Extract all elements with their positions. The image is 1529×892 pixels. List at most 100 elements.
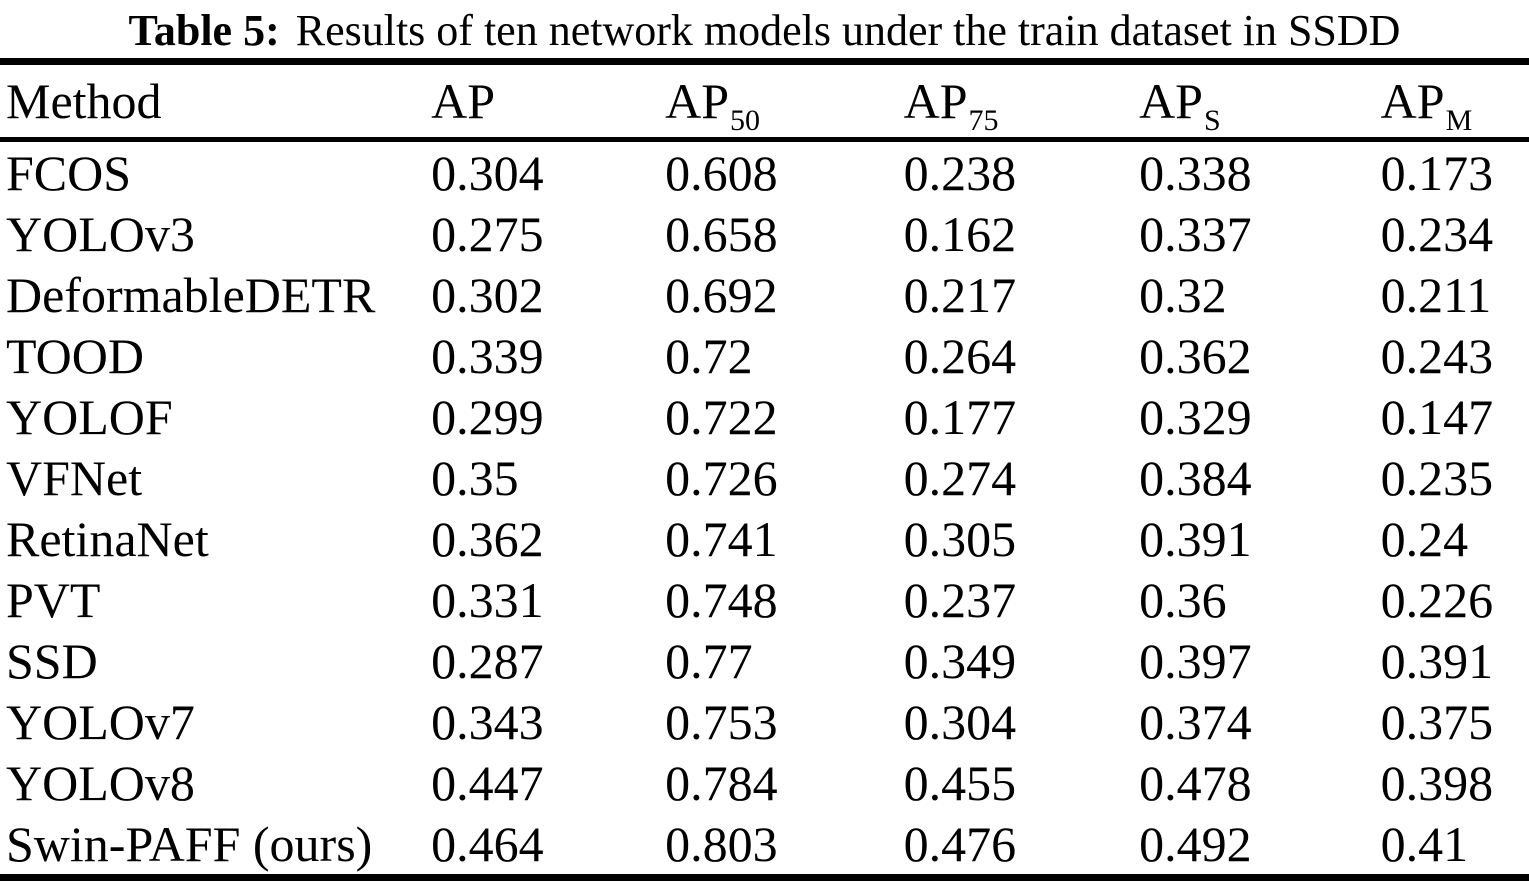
apm-value-cell: 0.41 (1380, 815, 1469, 872)
aps-value-cell: 0.374 (1139, 693, 1252, 750)
col-header-ap75: AP75 (903, 61, 1140, 142)
ap-value-cell: 0.275 (431, 205, 544, 262)
ap50-value-cell: 0.658 (665, 205, 778, 262)
table-row: PVT 0.331 0.748 0.237 0.36 0.226 (0, 569, 1529, 630)
ap50-value-cell: 0.608 (665, 144, 778, 201)
table-row: VFNet 0.35 0.726 0.274 0.384 0.235 (0, 447, 1529, 508)
table-row: YOLOv8 0.447 0.784 0.455 0.478 0.398 (0, 752, 1529, 813)
apm-value-cell: 0.375 (1380, 693, 1494, 750)
ap50-value-cell: 0.726 (665, 449, 778, 506)
ap-value-cell: 0.287 (431, 632, 544, 689)
ap50-value-cell: 0.784 (665, 754, 778, 811)
col-header-label: AP (431, 73, 496, 129)
table-caption-label: Table 5: (128, 6, 280, 55)
col-header-subscript: M (1445, 104, 1473, 137)
ap50-value-cell: 0.72 (665, 327, 753, 384)
table-row: YOLOv7 0.343 0.753 0.304 0.374 0.375 (0, 691, 1529, 752)
col-header-ap50: AP50 (665, 61, 904, 142)
ap-value-cell: 0.447 (431, 754, 544, 811)
table-caption-text: Results of ten network models under the … (295, 6, 1401, 55)
aps-value-cell: 0.32 (1139, 266, 1227, 323)
table-row: YOLOv3 0.275 0.658 0.162 0.337 0.234 (0, 203, 1529, 264)
ap75-value-cell: 0.349 (903, 632, 1017, 689)
table-row: Swin-PAFF (ours) 0.464 0.803 0.476 0.492… (0, 813, 1529, 878)
method-cell: YOLOv7 (6, 693, 195, 750)
ap50-value-cell: 0.803 (665, 815, 778, 872)
ap-value-cell: 0.464 (431, 815, 544, 872)
ap50-value-cell: 0.741 (665, 510, 778, 567)
method-cell: YOLOv8 (6, 754, 195, 811)
method-cell: TOOD (6, 327, 144, 384)
aps-value-cell: 0.36 (1139, 571, 1227, 628)
col-header-apm: APM (1380, 61, 1529, 142)
ap75-value-cell: 0.264 (903, 327, 1017, 384)
method-cell: VFNet (6, 449, 143, 506)
method-cell: DeformableDETR (6, 266, 376, 323)
method-cell: YOLOv3 (6, 205, 195, 262)
ap-value-cell: 0.302 (431, 266, 544, 323)
ap75-value-cell: 0.177 (903, 388, 1017, 445)
ap75-value-cell: 0.238 (903, 144, 1017, 201)
aps-value-cell: 0.397 (1139, 632, 1252, 689)
ap-value-cell: 0.35 (431, 449, 519, 506)
col-header-label: Method (6, 73, 162, 129)
col-header-ap: AP (431, 61, 666, 142)
table-row: TOOD 0.339 0.72 0.264 0.362 0.243 (0, 325, 1529, 386)
aps-value-cell: 0.338 (1139, 144, 1252, 201)
col-header-subscript: 50 (730, 104, 761, 137)
method-cell: YOLOF (6, 388, 173, 445)
header-row: Method AP AP50 AP75 APS APM (0, 61, 1529, 142)
apm-value-cell: 0.391 (1380, 632, 1494, 689)
apm-value-cell: 0.173 (1380, 144, 1494, 201)
apm-value-cell: 0.226 (1380, 571, 1494, 628)
method-cell: Swin-PAFF (ours) (6, 815, 373, 872)
ap-value-cell: 0.299 (431, 388, 544, 445)
ap50-value-cell: 0.753 (665, 693, 778, 750)
col-header-aps: APS (1139, 61, 1381, 142)
apm-value-cell: 0.234 (1380, 205, 1494, 262)
method-cell: PVT (6, 571, 101, 628)
col-header-label: AP (903, 73, 968, 129)
col-header-subscript: 75 (968, 104, 999, 137)
apm-value-cell: 0.243 (1380, 327, 1494, 384)
ap75-value-cell: 0.237 (903, 571, 1017, 628)
apm-value-cell: 0.211 (1380, 266, 1492, 323)
aps-value-cell: 0.492 (1139, 815, 1252, 872)
ap75-value-cell: 0.217 (903, 266, 1017, 323)
ap-value-cell: 0.343 (431, 693, 544, 750)
apm-value-cell: 0.147 (1380, 388, 1494, 445)
apm-value-cell: 0.24 (1380, 510, 1469, 567)
method-cell: FCOS (6, 144, 132, 201)
ap-value-cell: 0.339 (431, 327, 544, 384)
aps-value-cell: 0.384 (1139, 449, 1252, 506)
ap50-value-cell: 0.77 (665, 632, 753, 689)
ap75-value-cell: 0.274 (903, 449, 1017, 506)
table-row: FCOS 0.304 0.608 0.238 0.338 0.173 (0, 140, 1529, 204)
col-header-label: AP (665, 73, 730, 129)
table-caption: Table 5: Results of ten network models un… (0, 0, 1529, 58)
col-header-subscript: S (1203, 104, 1221, 137)
ap75-value-cell: 0.455 (903, 754, 1017, 811)
ap50-value-cell: 0.722 (665, 388, 778, 445)
ap75-value-cell: 0.304 (903, 693, 1017, 750)
table-row: YOLOF 0.299 0.722 0.177 0.329 0.147 (0, 386, 1529, 447)
ap-value-cell: 0.331 (431, 571, 544, 628)
ap-value-cell: 0.362 (431, 510, 544, 567)
col-header-label: AP (1139, 73, 1203, 129)
ap75-value-cell: 0.476 (903, 815, 1017, 872)
ap-value-cell: 0.304 (431, 144, 544, 201)
aps-value-cell: 0.329 (1139, 388, 1252, 445)
apm-value-cell: 0.398 (1380, 754, 1494, 811)
aps-value-cell: 0.362 (1139, 327, 1252, 384)
table-row: RetinaNet 0.362 0.741 0.305 0.391 0.24 (0, 508, 1529, 569)
table-row: DeformableDETR 0.302 0.692 0.217 0.32 0.… (0, 264, 1529, 325)
results-table: Method AP AP50 AP75 APS APM FCOS 0.304 0… (0, 58, 1529, 881)
ap75-value-cell: 0.162 (903, 205, 1017, 262)
method-cell: RetinaNet (6, 510, 209, 567)
ap50-value-cell: 0.748 (665, 571, 778, 628)
method-cell: SSD (6, 632, 98, 689)
ap50-value-cell: 0.692 (665, 266, 778, 323)
aps-value-cell: 0.478 (1139, 754, 1252, 811)
col-header-label: AP (1380, 73, 1445, 129)
